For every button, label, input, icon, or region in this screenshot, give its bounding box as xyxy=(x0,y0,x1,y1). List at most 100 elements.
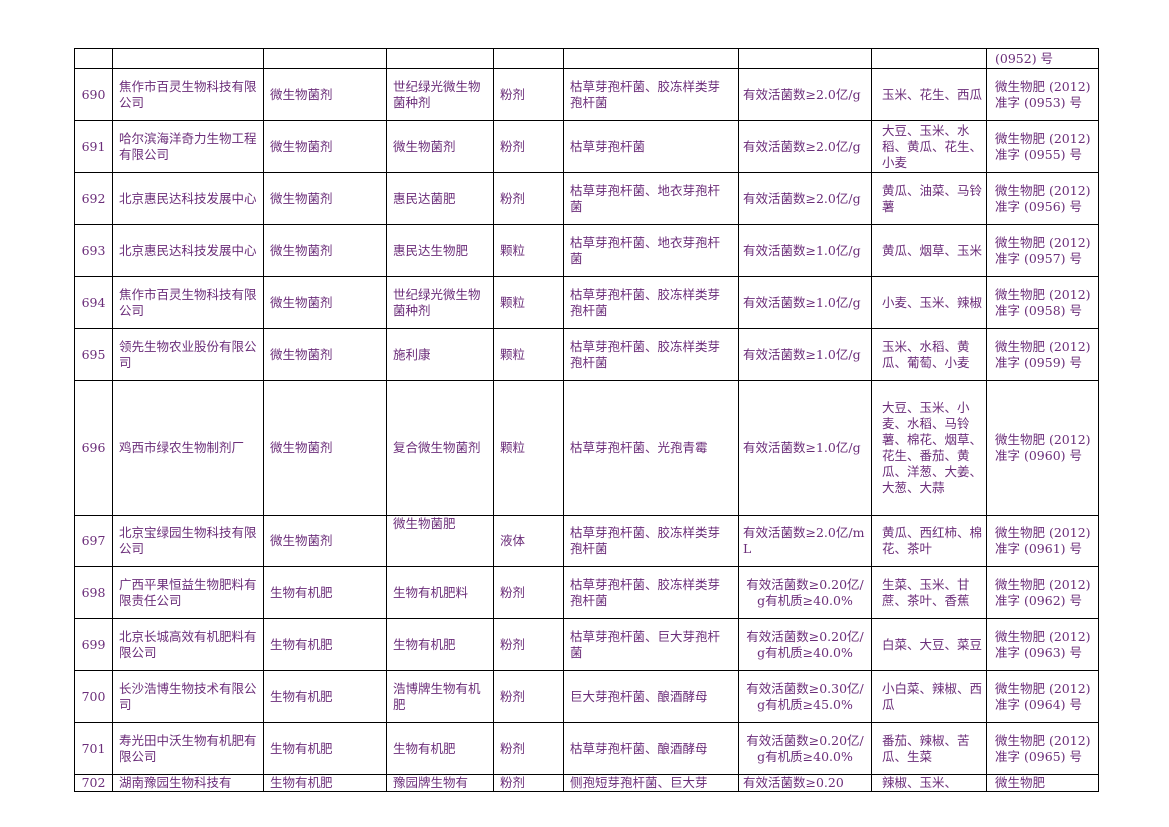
form-cell: 颗粒 xyxy=(493,276,564,329)
row-number-cell: 693 xyxy=(74,224,113,277)
product-name-cell: 豫园牌生物有 xyxy=(386,774,494,792)
crops-cell: 大豆、玉米、水稻、黄瓜、花生、小麦 xyxy=(871,120,987,173)
row-number-cell: 694 xyxy=(74,276,113,329)
form-cell: 粉剂 xyxy=(493,68,564,121)
strain-cell: 侧孢短芽孢杆菌、巨大芽 xyxy=(563,774,739,792)
strain-cell: 枯草芽孢杆菌、地衣芽孢杆菌 xyxy=(563,224,739,277)
spec-cell: 有效活菌数≥2.0亿/g xyxy=(738,68,872,121)
form-cell: 粉剂 xyxy=(493,172,564,225)
company-cell: 北京长城高效有机肥料有限公司 xyxy=(112,618,264,671)
category-cell: 微生物菌剂 xyxy=(263,68,387,121)
strain-cell: 枯草芽孢杆菌、巨大芽孢杆菌 xyxy=(563,618,739,671)
category-cell: 微生物菌剂 xyxy=(263,515,387,567)
product-name-cell: 惠民达菌肥 xyxy=(386,172,494,225)
spec-cell: 有效活菌数≥2.0亿/mL xyxy=(738,515,872,567)
company-cell: 北京惠民达科技发展中心 xyxy=(112,224,264,277)
form-cell: 粉剂 xyxy=(493,618,564,671)
company-cell xyxy=(112,48,264,69)
table-row: 701 寿光田中沃生物有机肥有限公司 生物有机肥 生物有机肥 粉剂 枯草芽孢杆菌、酿酒酵母… xyxy=(74,722,1099,775)
strain-cell: 枯草芽孢杆菌、胶冻样类芽孢杆菌 xyxy=(563,566,739,619)
company-cell: 湖南豫园生物科技有 xyxy=(112,774,264,792)
strain-cell xyxy=(563,48,739,69)
form-cell: 粉剂 xyxy=(493,722,564,775)
form-cell: 液体 xyxy=(493,515,564,567)
table-body: (0952) 号 690 焦作市百灵生物科技有限公司 微生物菌剂 世纪绿光微生物菌种剂粉… xyxy=(74,48,1099,792)
registration-number-cell: 微生物肥 (2012) 准字 (0957) 号 xyxy=(986,224,1099,277)
crops-cell: 玉米、花生、西瓜 xyxy=(871,68,987,121)
company-cell: 焦作市百灵生物科技有限公司 xyxy=(112,276,264,329)
registration-number-cell: 微生物肥 (2012) 准字 (0959) 号 xyxy=(986,328,1099,381)
registration-number-cell: 微生物肥 (2012) 准字 (0958) 号 xyxy=(986,276,1099,329)
table-row: 700 长沙浩博生物技术有限公司 生物有机肥 浩博牌生物有机肥 粉剂 巨大芽孢杆菌、酿酒酵… xyxy=(74,670,1099,723)
strain-cell: 枯草芽孢杆菌、胶冻样类芽孢杆菌 xyxy=(563,68,739,121)
product-name-cell: 微生物菌剂 xyxy=(386,120,494,173)
registration-number-cell: 微生物肥 (2012) 准字 (0963) 号 xyxy=(986,618,1099,671)
category-cell: 生物有机肥 xyxy=(263,618,387,671)
form-cell: 粉剂 xyxy=(493,566,564,619)
product-name-cell xyxy=(386,48,494,69)
row-number-cell: 691 xyxy=(74,120,113,173)
crops-cell: 生菜、玉米、甘蔗、茶叶、香蕉 xyxy=(871,566,987,619)
form-cell: 粉剂 xyxy=(493,120,564,173)
row-number-cell: 699 xyxy=(74,618,113,671)
category-cell: 生物有机肥 xyxy=(263,566,387,619)
strain-cell: 枯草芽孢杆菌、胶冻样类芽孢杆菌 xyxy=(563,276,739,329)
spec-cell: 有效活菌数≥0.20亿/g有机质≥40.0% xyxy=(738,566,872,619)
crops-cell: 番茄、辣椒、苦瓜、生菜 xyxy=(871,722,987,775)
strain-cell: 枯草芽孢杆菌、地衣芽孢杆菌 xyxy=(563,172,739,225)
row-number-cell: 702 xyxy=(74,774,113,792)
strain-cell: 枯草芽孢杆菌 xyxy=(563,120,739,173)
form-cell xyxy=(493,48,564,69)
company-cell: 广西平果恒益生物肥料有限责任公司 xyxy=(112,566,264,619)
spec-cell: 有效活菌数≥1.0亿/g xyxy=(738,276,872,329)
crops-cell: 小麦、玉米、辣椒 xyxy=(871,276,987,329)
product-name-cell: 生物有机肥 xyxy=(386,618,494,671)
product-name-cell: 浩博牌生物有机肥 xyxy=(386,670,494,723)
company-cell: 焦作市百灵生物科技有限公司 xyxy=(112,68,264,121)
company-cell: 北京惠民达科技发展中心 xyxy=(112,172,264,225)
product-name-cell: 世纪绿光微生物菌种剂 xyxy=(386,68,494,121)
category-cell: 微生物菌剂 xyxy=(263,380,387,516)
spec-cell xyxy=(738,48,872,69)
registration-number-cell: (0952) 号 xyxy=(986,48,1099,69)
row-number-cell: 690 xyxy=(74,68,113,121)
product-name-cell: 微生物菌肥 xyxy=(386,515,494,567)
crops-cell: 黄瓜、烟草、玉米 xyxy=(871,224,987,277)
row-number-cell: 701 xyxy=(74,722,113,775)
category-cell xyxy=(263,48,387,69)
product-name-cell: 生物有机肥 xyxy=(386,722,494,775)
registration-number-cell: 微生物肥 (2012) 准字 (0965) 号 xyxy=(986,722,1099,775)
row-number-cell: 695 xyxy=(74,328,113,381)
row-number-cell: 697 xyxy=(74,515,113,567)
strain-cell: 枯草芽孢杆菌、胶冻样类芽孢杆菌 xyxy=(563,328,739,381)
table-row: 693 北京惠民达科技发展中心 微生物菌剂 惠民达生物肥 颗粒 枯草芽孢杆菌、地衣芽孢杆菌… xyxy=(74,224,1099,277)
category-cell: 生物有机肥 xyxy=(263,722,387,775)
form-cell: 颗粒 xyxy=(493,224,564,277)
spec-cell: 有效活菌数≥0.30亿/g有机质≥45.0% xyxy=(738,670,872,723)
company-cell: 长沙浩博生物技术有限公司 xyxy=(112,670,264,723)
registration-number-cell: 微生物肥 xyxy=(986,774,1099,792)
crops-cell: 辣椒、玉米、 xyxy=(871,774,987,792)
product-name-cell: 施利康 xyxy=(386,328,494,381)
product-name-cell: 生物有机肥料 xyxy=(386,566,494,619)
table-row: 695 领先生物农业股份有限公司 微生物菌剂 施利康 颗粒 枯草芽孢杆菌、胶冻样类芽孢杆菌… xyxy=(74,328,1099,381)
registration-number-cell: 微生物肥 (2012) 准字 (0955) 号 xyxy=(986,120,1099,173)
strain-cell: 枯草芽孢杆菌、酿酒酵母 xyxy=(563,722,739,775)
form-cell: 颗粒 xyxy=(493,380,564,516)
crops-cell: 黄瓜、西红柿、棉花、茶叶 xyxy=(871,515,987,567)
table-row: 697 北京宝绿园生物科技有限公司 微生物菌剂 微生物菌肥 液体 枯草芽孢杆菌、胶冻样类芽… xyxy=(74,515,1099,567)
spec-cell: 有效活菌数≥1.0亿/g xyxy=(738,224,872,277)
row-number-cell: 698 xyxy=(74,566,113,619)
fertilizer-registration-table: (0952) 号 690 焦作市百灵生物科技有限公司 微生物菌剂 世纪绿光微生物菌种剂粉… xyxy=(74,48,1099,792)
company-cell: 哈尔滨海洋奇力生物工程有限公司 xyxy=(112,120,264,173)
table-row: 698 广西平果恒益生物肥料有限责任公司 生物有机肥 生物有机肥料 粉剂 枯草芽孢杆菌、胶… xyxy=(74,566,1099,619)
crops-cell: 玉米、水稻、黄瓜、葡萄、小麦 xyxy=(871,328,987,381)
company-cell: 寿光田中沃生物有机肥有限公司 xyxy=(112,722,264,775)
table-row: 694 焦作市百灵生物科技有限公司 微生物菌剂 世纪绿光微生物菌种剂 颗粒 枯草芽孢杆菌、… xyxy=(74,276,1099,329)
product-name-cell: 世纪绿光微生物菌种剂 xyxy=(386,276,494,329)
table-row-partial: (0952) 号 xyxy=(74,48,1099,69)
spec-cell: 有效活菌数≥0.20 xyxy=(738,774,872,792)
category-cell: 微生物菌剂 xyxy=(263,224,387,277)
category-cell: 微生物菌剂 xyxy=(263,276,387,329)
category-cell: 生物有机肥 xyxy=(263,670,387,723)
